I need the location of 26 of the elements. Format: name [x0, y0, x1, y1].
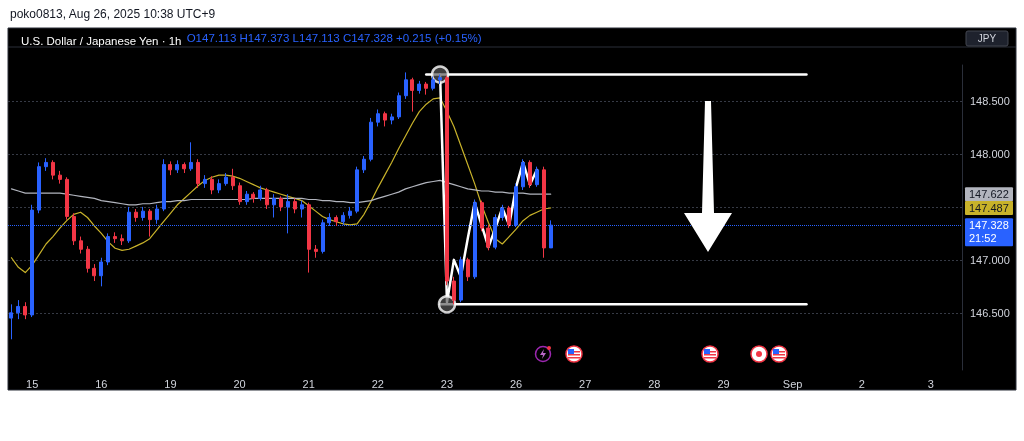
x-tick-label: 20: [233, 377, 246, 390]
text: JPY: [977, 33, 997, 44]
text: 147.487: [969, 201, 1009, 214]
y-tick-label: 148.000: [970, 147, 1010, 160]
y-tick-label: 147.000: [970, 253, 1010, 266]
x-tick-label: 23: [440, 377, 454, 390]
x-tick-label: Sep: [782, 377, 803, 390]
text: 147.622: [969, 188, 1009, 201]
x-tick-label: 29: [717, 377, 730, 390]
text: O147.113 H147.373 L147.113 C147.328 +0.215 (+0.15%): [186, 32, 482, 44]
x-tick-label: 2: [858, 377, 865, 390]
x-tick-label: 22: [371, 377, 384, 390]
x-tick-label: 26: [509, 377, 523, 390]
chart-title: U.S. Dollar / Japanese Yen · 1h: [21, 35, 182, 47]
y-tick-label: 146.500: [970, 306, 1010, 319]
x-tick-label: 16: [95, 377, 108, 390]
y-tick-label: 148.500: [970, 95, 1010, 108]
x-tick-label: 21: [302, 377, 315, 390]
x-tick-label: 27: [579, 377, 592, 390]
text: 147.328: [969, 219, 1009, 232]
x-tick-label: 28: [648, 377, 661, 390]
x-tick-label: 19: [164, 377, 177, 390]
text: poko0813, Aug 26, 2025 10:38 UTC+9: [10, 7, 216, 21]
text: 21:52: [969, 232, 997, 245]
x-tick-label: 3: [927, 377, 934, 390]
x-tick-label: 15: [26, 377, 39, 390]
